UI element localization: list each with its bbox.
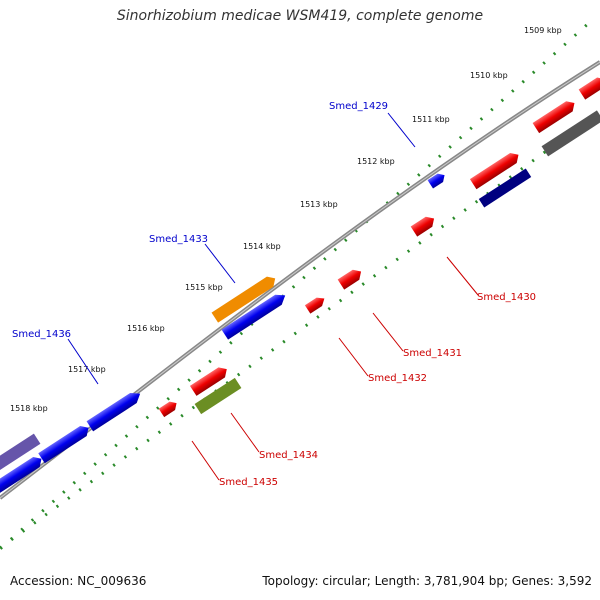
gene-reverse-red-1[interactable] (469, 150, 522, 190)
leader-smed-1434 (230, 412, 260, 453)
gene-smed-1435[interactable] (158, 399, 180, 418)
gene-smed-1436[interactable] (0, 433, 41, 477)
gene-forward-blue-left-2[interactable] (38, 423, 92, 464)
gene-forward-edge-red[interactable] (578, 74, 600, 100)
label-smed-1433[interactable]: Smed_1433 (149, 234, 208, 245)
scale-label-1518: 1518 kbp (10, 404, 48, 413)
gene-smed-1429[interactable] (427, 171, 448, 189)
gene-forward-blue-below-1433[interactable] (221, 290, 289, 340)
gene-reverse-navy[interactable] (478, 168, 532, 208)
gene-smed-1434[interactable] (194, 377, 242, 415)
genome-title: Sinorhizobium medicae WSM419, complete g… (116, 8, 484, 24)
leader-smed-1436 (67, 338, 99, 385)
accession-text: Accession: NC_009636 (10, 574, 147, 588)
leader-smed-1429 (387, 112, 416, 148)
gene-forward-topright-red[interactable] (532, 98, 578, 134)
scale-label-1512: 1512 kbp (357, 157, 395, 166)
scale-label-1516: 1516 kbp (127, 324, 165, 333)
label-smed-1431[interactable]: Smed_1431 (403, 348, 462, 359)
gene-forward-blue-left-1[interactable] (86, 389, 144, 432)
label-smed-1429[interactable]: Smed_1429 (329, 101, 388, 112)
gene-reverse-gray-topright[interactable] (541, 110, 600, 157)
genome-summary-text: Topology: circular; Length: 3,781,904 bp… (262, 574, 592, 588)
scale-label-1509: 1509 kbp (524, 26, 562, 35)
label-smed-1434[interactable]: Smed_1434 (259, 450, 318, 461)
gene-smed-1432[interactable] (304, 294, 327, 314)
leader-smed-1433 (204, 243, 236, 284)
gene-smed-1431[interactable] (337, 266, 365, 290)
gene-reverse-red-2[interactable] (189, 364, 230, 396)
gene-smed-1433[interactable] (211, 273, 279, 323)
label-smed-1432[interactable]: Smed_1432 (368, 373, 427, 384)
genome-backbone (0, 60, 600, 500)
leader-smed-1431 (372, 312, 404, 352)
scale-label-1515: 1515 kbp (185, 283, 223, 292)
leader-smed-1432 (338, 337, 369, 377)
label-smed-1435[interactable]: Smed_1435 (219, 477, 278, 488)
scale-label-1513: 1513 kbp (300, 200, 338, 209)
scale-ring-outer (0, 20, 591, 552)
genome-backbone-edge (0, 61, 600, 499)
leader-smed-1430 (446, 256, 479, 296)
label-smed-1430[interactable]: Smed_1430 (477, 292, 536, 303)
gene-forward-blue-left-3[interactable] (0, 454, 45, 495)
gene-smed-1430[interactable] (410, 213, 438, 237)
scale-label-1517: 1517 kbp (68, 365, 106, 374)
scale-label-1514: 1514 kbp (243, 242, 281, 251)
scale-ring-inner (0, 110, 600, 550)
scale-label-1511: 1511 kbp (412, 115, 450, 124)
scale-label-1510: 1510 kbp (470, 71, 508, 80)
label-smed-1436[interactable]: Smed_1436 (12, 329, 71, 340)
leader-smed-1435 (191, 440, 220, 481)
